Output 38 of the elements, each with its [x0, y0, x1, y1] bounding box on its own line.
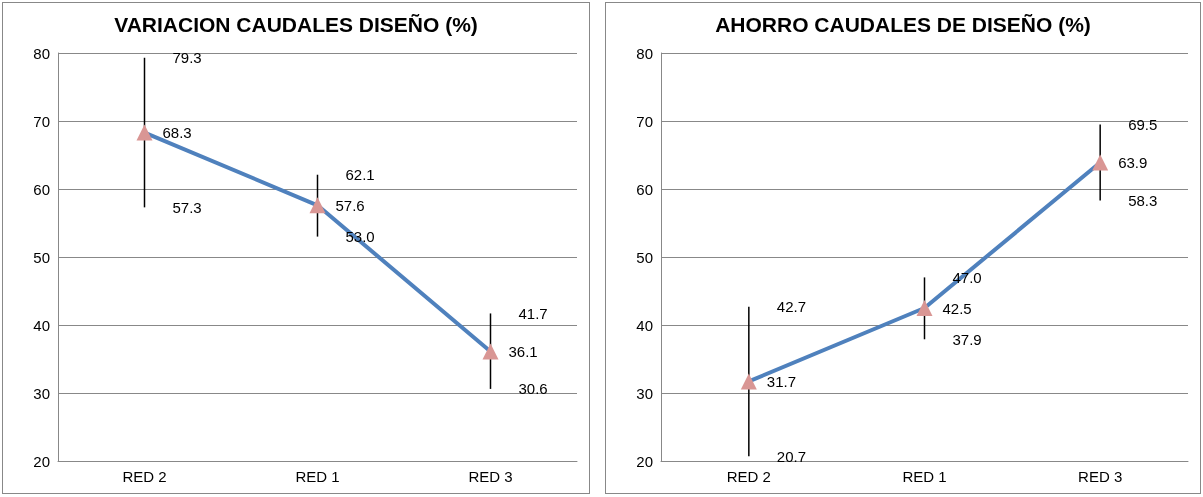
y-tick-label: 50: [636, 248, 653, 266]
data-label: 31.7: [766, 372, 797, 390]
chart-title: VARIACION CAUDALES DISEÑO (%): [114, 13, 478, 36]
y-tick-label: 50: [33, 248, 50, 266]
x-tick-label: RED 1: [295, 468, 340, 485]
y-tick-label: 60: [33, 180, 50, 198]
x-tick-label: RED 2: [122, 468, 167, 485]
y-tick-label: 40: [636, 316, 653, 334]
data-label: 42.5: [942, 299, 972, 317]
y-tick-label: 20: [33, 452, 50, 470]
y-tick-label: 40: [33, 316, 50, 334]
y-tick-label: 20: [636, 452, 653, 470]
data-label: 36.1: [508, 343, 538, 361]
annotation: 42.7: [776, 298, 807, 316]
annotation: 69.5: [1128, 115, 1158, 133]
x-tick-label: RED 3: [1078, 468, 1123, 485]
annotation: 58.3: [1128, 192, 1158, 210]
y-tick-label: 30: [636, 384, 653, 402]
data-label: 63.9: [1118, 153, 1148, 171]
annotation: 79.3: [172, 49, 202, 67]
annotation: 20.7: [776, 447, 807, 465]
annotation: 57.3: [172, 198, 202, 216]
y-tick-label: 80: [33, 44, 50, 62]
data-label: 57.6: [335, 196, 365, 214]
annotation: 41.7: [518, 304, 548, 322]
y-tick-label: 60: [636, 180, 653, 198]
y-tick-label: 70: [33, 112, 50, 130]
annotation: 37.9: [952, 330, 982, 348]
x-tick-label: RED 3: [468, 468, 513, 485]
annotation: 30.6: [518, 380, 548, 398]
data-label: 68.3: [162, 124, 192, 142]
y-tick-label: 70: [636, 112, 653, 130]
annotation: 62.1: [345, 166, 375, 184]
x-tick-label: RED 2: [726, 468, 771, 485]
x-tick-label: RED 1: [902, 468, 947, 485]
chart-title: AHORRO CAUDALES DE DISEÑO (%): [715, 13, 1091, 36]
y-tick-label: 30: [33, 384, 50, 402]
y-tick-label: 80: [636, 44, 653, 62]
